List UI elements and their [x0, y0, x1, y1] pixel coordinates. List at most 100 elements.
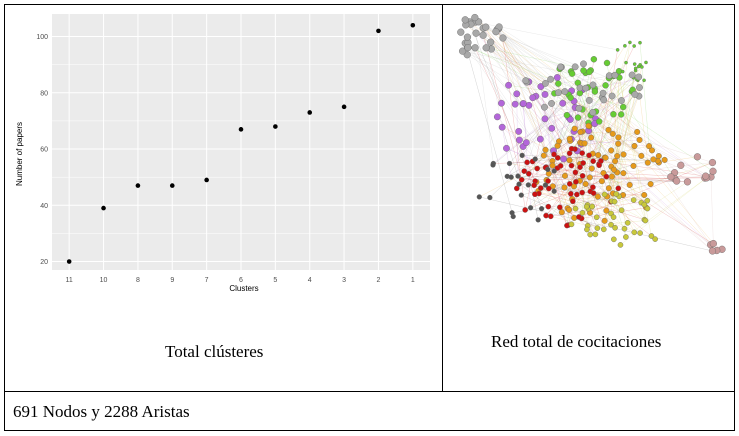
network-edge — [582, 152, 645, 220]
network-edge — [559, 68, 618, 157]
network-node — [568, 145, 575, 152]
network-node — [566, 135, 573, 142]
network-edge — [569, 157, 605, 161]
column-divider — [442, 4, 443, 392]
network-node — [555, 89, 562, 96]
network-node — [626, 181, 633, 188]
network-edge — [579, 92, 624, 196]
network-edge — [617, 143, 627, 238]
network-node — [592, 231, 599, 238]
network-edge — [502, 127, 645, 196]
network-node — [522, 207, 528, 213]
network-edge — [588, 130, 705, 179]
network-edge — [569, 66, 643, 139]
network-node — [590, 158, 596, 164]
network-edge — [482, 35, 571, 141]
network-node — [603, 207, 610, 214]
network-node — [568, 190, 574, 197]
network-edge — [587, 220, 646, 227]
network-node — [518, 176, 525, 183]
network-node — [551, 168, 557, 174]
network-node — [566, 116, 574, 123]
network-node — [647, 181, 654, 188]
network-node — [546, 185, 552, 192]
x-tick-label: 9 — [170, 277, 174, 284]
network-node — [532, 156, 538, 162]
network-node — [634, 128, 641, 135]
network-edge — [639, 42, 650, 147]
network-node — [588, 165, 595, 172]
network-node — [576, 84, 584, 92]
network-edge — [620, 114, 711, 245]
data-point — [238, 127, 244, 132]
network-node — [623, 44, 627, 48]
network-node — [600, 226, 607, 233]
network-node — [539, 206, 545, 212]
network-edge — [578, 162, 713, 218]
network-node — [610, 214, 617, 220]
network-node — [628, 40, 632, 45]
x-tick-label: 10 — [100, 277, 108, 284]
network-node — [549, 162, 556, 169]
network-node — [572, 205, 579, 212]
network-node — [487, 194, 493, 201]
network-node — [601, 217, 608, 224]
network-node — [571, 125, 578, 132]
x-tick-label: 6 — [239, 277, 243, 284]
network-node — [636, 64, 641, 69]
network-node — [464, 44, 472, 52]
network-node — [547, 75, 555, 83]
network-node — [608, 92, 616, 100]
x-tick-label: 3 — [342, 277, 346, 284]
network-node — [471, 44, 479, 52]
network-node — [566, 181, 573, 187]
network-node — [644, 197, 651, 204]
network-node — [505, 81, 512, 89]
network-edge — [498, 26, 562, 68]
network-node — [457, 28, 465, 36]
network-node — [476, 194, 482, 200]
network-node — [603, 59, 611, 67]
network-edge — [474, 17, 608, 197]
network-edge — [502, 37, 572, 225]
network-node — [667, 173, 675, 181]
network-node — [602, 154, 609, 161]
network-node — [638, 152, 645, 159]
network-node — [617, 242, 624, 248]
network-edge — [557, 167, 630, 186]
network-edge — [563, 143, 582, 160]
network-edge — [648, 145, 688, 183]
network-node — [522, 139, 530, 147]
network-node — [631, 142, 638, 149]
network-edge — [501, 127, 519, 177]
network-node — [628, 71, 636, 79]
network-edge — [611, 150, 654, 160]
network-node — [499, 34, 507, 42]
network-node — [479, 31, 487, 39]
network-node — [519, 100, 527, 107]
network-node — [516, 181, 522, 187]
network-node — [591, 88, 599, 95]
network-edge — [479, 196, 713, 252]
table-frame — [4, 4, 735, 431]
network-edge — [609, 75, 619, 144]
x-tick-label: 2 — [377, 277, 381, 284]
network-node — [702, 172, 710, 180]
network-edge — [498, 26, 624, 174]
network-edge — [491, 48, 565, 92]
network-node — [503, 144, 510, 152]
network-node — [555, 80, 562, 87]
data-point — [376, 28, 381, 34]
network-node — [577, 164, 583, 171]
network-node — [566, 206, 573, 213]
network-edge — [525, 80, 712, 178]
network-edge — [581, 139, 640, 145]
network-node — [615, 140, 622, 147]
network-node — [683, 178, 692, 186]
network-edge — [502, 37, 634, 167]
network-edge — [553, 154, 565, 188]
network-node — [537, 185, 544, 191]
network-edge — [479, 143, 582, 198]
network-node — [542, 146, 549, 153]
data-point — [204, 177, 209, 183]
